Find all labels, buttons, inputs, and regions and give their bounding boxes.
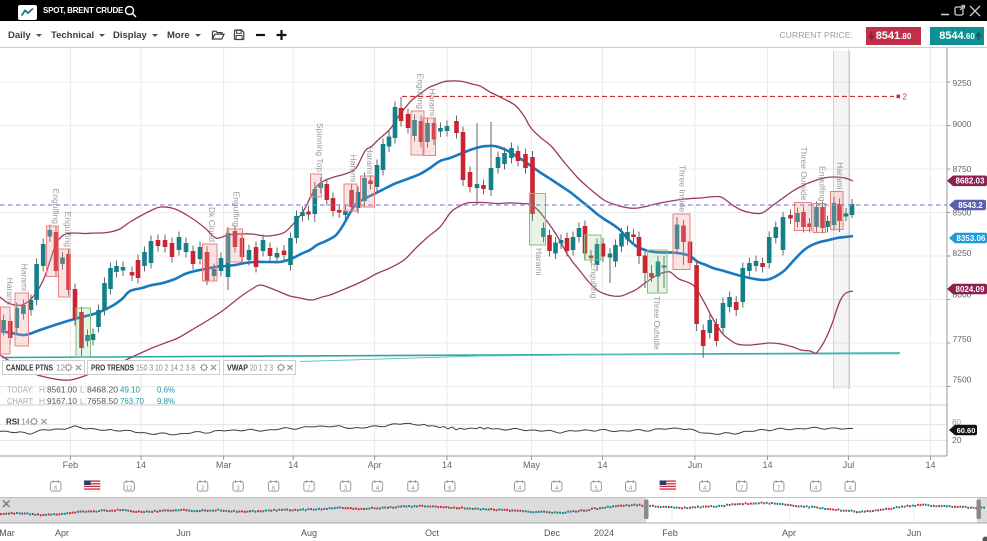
svg-text:8250: 8250 (953, 248, 972, 258)
svg-text:Spinning Top: Spinning Top (315, 123, 325, 172)
svg-text:8750: 8750 (953, 164, 972, 174)
svg-text:Dk Cloud: Dk Cloud (207, 207, 217, 242)
svg-text:5: 5 (595, 486, 599, 492)
svg-text:14: 14 (21, 418, 30, 427)
svg-text:Harami: Harami (428, 89, 438, 117)
svg-text:Aug: Aug (301, 528, 317, 538)
svg-text:2024: 2024 (594, 528, 614, 538)
svg-text:Engulfing: Engulfing (416, 74, 426, 110)
svg-text:2: 2 (201, 486, 205, 492)
svg-text:763.70: 763.70 (120, 397, 145, 406)
svg-text:4: 4 (849, 486, 853, 492)
svg-text:Harami: Harami (835, 162, 845, 190)
svg-text:6: 6 (54, 486, 58, 492)
svg-text:H:: H: (39, 386, 47, 395)
svg-text:Jun: Jun (688, 460, 703, 470)
svg-text:Apr: Apr (782, 528, 796, 538)
svg-text:Harami: Harami (349, 155, 359, 183)
svg-text:14: 14 (288, 460, 298, 470)
svg-text:14: 14 (925, 460, 935, 470)
svg-text:Jun: Jun (907, 528, 922, 538)
svg-text:8353.06: 8353.06 (957, 234, 986, 243)
svg-text:Feb: Feb (662, 528, 678, 538)
svg-text:14: 14 (442, 460, 452, 470)
svg-text:TODAY:: TODAY: (7, 386, 34, 395)
svg-text:Harami: Harami (5, 278, 15, 306)
svg-text:Engulfing: Engulfing (589, 263, 599, 299)
svg-text:6: 6 (272, 486, 276, 492)
svg-text:Oct: Oct (425, 528, 440, 538)
svg-text:Mar: Mar (0, 528, 15, 538)
svg-text:Engulfing: Engulfing (51, 189, 61, 225)
svg-text:Apr: Apr (368, 460, 382, 470)
svg-text:8682.03: 8682.03 (956, 177, 985, 186)
svg-text:14: 14 (597, 460, 607, 470)
svg-text:9000: 9000 (953, 119, 972, 129)
svg-text:4: 4 (518, 486, 522, 492)
svg-text:12: 12 (56, 364, 65, 373)
svg-text:8561.00: 8561.00 (47, 386, 78, 395)
svg-text:VWAP: VWAP (227, 364, 249, 373)
svg-text:Jun: Jun (176, 528, 191, 538)
svg-text:Three Outside: Three Outside (799, 147, 809, 201)
svg-text:80: 80 (952, 418, 961, 427)
svg-text:60.60: 60.60 (957, 426, 976, 435)
svg-text:Feb: Feb (63, 460, 79, 470)
svg-text:8500: 8500 (953, 207, 972, 217)
svg-text:Apr: Apr (55, 528, 69, 538)
svg-text:Engulfing: Engulfing (232, 192, 242, 228)
svg-text:9.8%: 9.8% (157, 397, 175, 406)
svg-text:Engulfing: Engulfing (63, 212, 73, 248)
svg-text:Harami: Harami (365, 147, 375, 175)
svg-text:Mar: Mar (216, 460, 232, 470)
svg-text:Dec: Dec (544, 528, 561, 538)
svg-text:Engulfing: Engulfing (818, 166, 828, 202)
svg-text:20 1 2 3: 20 1 2 3 (250, 364, 273, 373)
svg-text:4: 4 (376, 486, 380, 492)
svg-text:9167.10: 9167.10 (47, 397, 78, 406)
svg-text:14: 14 (136, 460, 146, 470)
svg-text:L:: L: (80, 386, 87, 395)
svg-text:12: 12 (126, 486, 133, 492)
svg-text:CHART:: CHART: (7, 397, 34, 406)
svg-text:8000: 8000 (953, 290, 972, 300)
svg-text:9250: 9250 (953, 78, 972, 88)
svg-text:Three Outside: Three Outside (652, 296, 662, 350)
svg-text:3: 3 (236, 486, 240, 492)
svg-text:7500: 7500 (953, 375, 972, 385)
svg-text:Harami: Harami (534, 248, 544, 276)
svg-text:PRO TRENDS: PRO TRENDS (91, 364, 135, 373)
svg-text:8543.2: 8543.2 (958, 201, 983, 210)
svg-text:20: 20 (952, 435, 962, 445)
svg-text:Jul: Jul (843, 460, 855, 470)
svg-text:Three Inside: Three Inside (678, 165, 688, 213)
svg-text:4: 4 (555, 486, 559, 492)
svg-text:May: May (523, 460, 541, 470)
svg-text:8468.20: 8468.20 (87, 386, 119, 395)
svg-text:L:: L: (80, 397, 87, 406)
svg-text:2: 2 (903, 93, 908, 102)
svg-text:4: 4 (629, 486, 633, 492)
svg-text:H:: H: (39, 397, 47, 406)
svg-text:4: 4 (703, 486, 707, 492)
svg-text:8024.09: 8024.09 (956, 285, 985, 294)
svg-text:Harami: Harami (20, 264, 30, 292)
svg-text:7750: 7750 (953, 334, 972, 344)
svg-text:7658.50: 7658.50 (87, 397, 119, 406)
svg-text:0.6%: 0.6% (157, 386, 175, 395)
svg-text:RSI: RSI (6, 418, 19, 427)
svg-text:4: 4 (411, 486, 415, 492)
svg-text:14: 14 (762, 460, 772, 470)
svg-text:4: 4 (814, 486, 818, 492)
svg-text:CANDLE PTNS: CANDLE PTNS (6, 364, 54, 373)
svg-text:7: 7 (777, 486, 781, 492)
svg-text:7: 7 (307, 486, 311, 492)
svg-text:3: 3 (344, 486, 348, 492)
svg-text:7: 7 (740, 486, 744, 492)
svg-text:49.10: 49.10 (120, 386, 141, 395)
svg-text:150 3 10 2 14 2 3 8: 150 3 10 2 14 2 3 8 (136, 364, 195, 373)
svg-text:6: 6 (448, 486, 452, 492)
